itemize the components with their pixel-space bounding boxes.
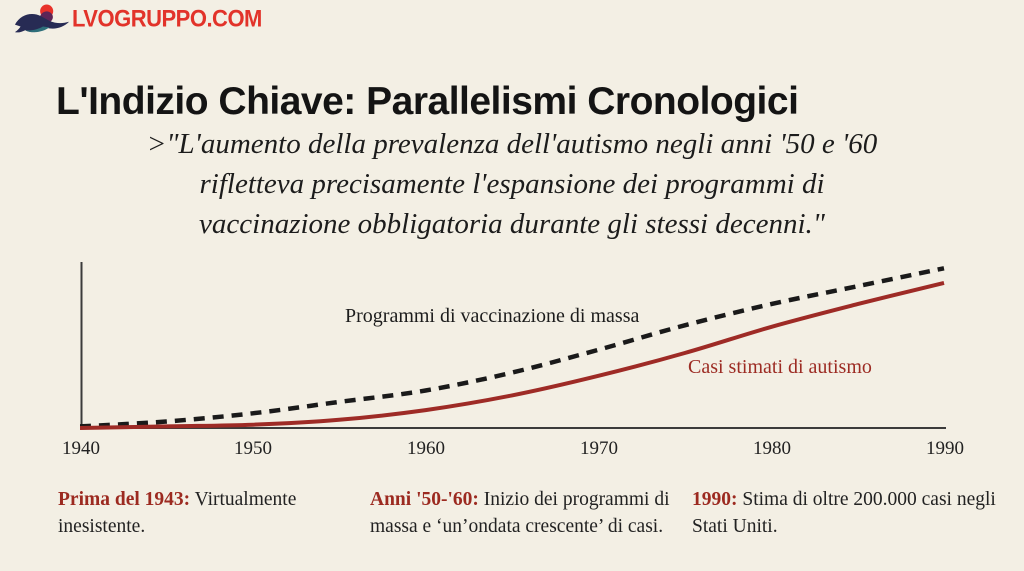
site-logo-text: LVOGRUPPO.COM — [72, 4, 262, 32]
quote-line-1: >"L'aumento della prevalenza dell'autism… — [146, 128, 878, 160]
annotation-text: Virtualmente inesistente. — [58, 489, 297, 537]
series-label-vaccination: Programmi di vaccinazione di massa — [345, 305, 640, 327]
bird-logo-icon — [14, 4, 70, 33]
annotation-50s-60s: Anni '50-'60: Inizio dei programmi di ma… — [370, 486, 670, 540]
x-tick-1980: 1980 — [753, 438, 791, 459]
timeline-chart — [80, 259, 946, 431]
x-tick-1940: 1940 — [62, 438, 100, 459]
slide-title: L'Indizio Chiave: Parallelismi Cronologi… — [56, 80, 799, 124]
annotation-lead: Prima del 1943: — [58, 489, 191, 510]
annotation-before-1943: Prima del 1943: Virtualmente inesistente… — [58, 486, 333, 540]
x-tick-1970: 1970 — [580, 438, 618, 459]
chart-canvas — [80, 262, 946, 430]
quote-block: >"L'aumento della prevalenza dell'autism… — [0, 124, 1024, 244]
x-axis-labels: 1940 1950 1960 1970 1980 1990 — [0, 438, 1024, 462]
series-label-autism: Casi stimati di autismo — [688, 356, 872, 378]
annotation-lead: Anni '50-'60: — [370, 489, 479, 510]
x-tick-1960: 1960 — [407, 438, 445, 459]
quote-line-2: rifletteva precisamente l'espansione dei… — [199, 168, 825, 200]
annotation-text: Inizio dei programmi di massa e ‘un’onda… — [370, 489, 670, 537]
x-tick-1990: 1990 — [926, 438, 964, 459]
x-tick-1950: 1950 — [234, 438, 272, 459]
annotation-text: Stima di oltre 200.000 casi negli Stati … — [692, 489, 996, 537]
annotation-lead: 1990: — [692, 489, 738, 510]
quote-line-3: vaccinazione obbligatoria durante gli st… — [199, 208, 825, 240]
site-logo: LVOGRUPPO.COM — [14, 3, 262, 35]
annotation-1990: 1990: Stima di oltre 200.000 casi negli … — [692, 486, 997, 540]
